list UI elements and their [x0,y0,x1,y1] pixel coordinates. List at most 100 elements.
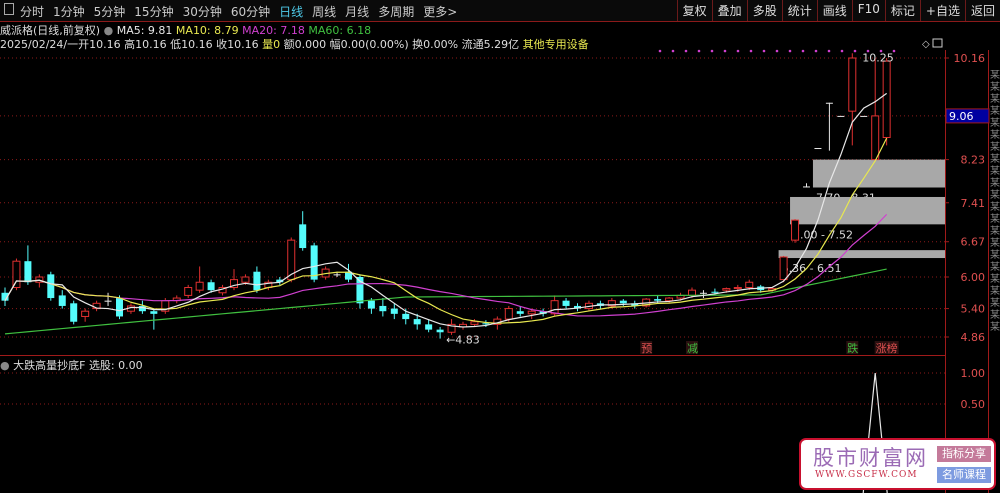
panel-toggle-icon[interactable] [4,3,14,15]
signal-dot [749,49,753,53]
tab-6[interactable]: 日线 [279,5,304,19]
indicator-settings-icon[interactable]: ● [0,359,10,372]
ma10-line [4,137,888,324]
toolbar-button-8[interactable]: 返回 [964,0,1000,21]
toolbar-button-4[interactable]: 画线 [816,0,852,21]
toolbar-button-3[interactable]: 统计 [781,0,817,21]
candle-body [138,305,146,312]
candle-body [81,310,90,317]
toolbar: 分时 1分钟 5分钟 15分钟 30分钟 60分钟 日线 周线 月线 多周期 更多> 复权 叠加 多股统… [0,0,1000,22]
candle [195,266,204,293]
toolbar-button-7[interactable]: +自选 [919,0,965,21]
candle [459,321,467,330]
stock-info-line: 威派格(日线,前复权) ● MA5: 9.81 MA10: 8.79 MA20:… [0,22,371,38]
period-tabs: 分时 1分钟 5分钟 15分钟 30分钟 60分钟 日线 周线 月线 多周期 更多> [20,3,457,20]
candle [837,115,845,117]
tab-8[interactable]: 月线 [345,5,370,19]
tab-4[interactable]: 30分钟 [182,5,222,19]
toolbar-button-6[interactable]: 标记 [884,0,920,21]
candle-body [470,321,479,325]
candle-body [607,300,616,307]
price-tick-label: 5.40 [961,303,986,316]
candle [436,326,444,339]
candle-body [104,300,112,302]
candle-body [860,115,868,117]
low: 低10.16 [170,38,213,51]
toolbar-button-0[interactable]: 复权 [676,0,712,21]
candle-body [230,279,238,289]
candle-body [791,219,800,241]
candle-body [733,287,742,290]
toolbar-button-1[interactable]: 叠加 [711,0,747,21]
price-tick-label: 8.23 [961,154,986,167]
candle [447,319,456,335]
candle [562,298,570,309]
toolbar-button-5[interactable]: F10 [851,0,885,21]
ma20-line [4,213,888,317]
stock-name: 威派格(日线,前复权) [0,24,101,37]
candle-body [825,102,833,104]
tab-0[interactable]: 分时 [20,5,45,19]
candle [70,300,78,325]
signal-badge: 预 [641,342,652,355]
candle [390,303,398,320]
candle-body [631,303,639,306]
price-tick-label: 6.00 [961,271,986,284]
tab-2[interactable]: 5分钟 [93,5,126,19]
indicator-tick-label: 0.50 [961,398,986,411]
candle [1,287,9,306]
candle-body [379,305,387,312]
logo-badge-share: 指标分享 [937,446,991,462]
toolbar-right-buttons: 复权 叠加 多股 统计 画线 F10 标记 +自选 返回 [676,0,1000,21]
signal-dot [814,49,818,53]
candle-body [447,323,456,333]
high-price-label: 10.25 [862,51,894,64]
candle [24,245,32,285]
price-tick-label: 9.06 [949,110,974,123]
candle-body [58,295,66,306]
tab-7[interactable]: 周线 [312,5,337,19]
tab-1[interactable]: 1分钟 [53,5,85,19]
ma5-line [4,92,888,328]
current-price-box [945,108,990,124]
candle [425,319,433,333]
candle-body [333,274,341,276]
price-tick-label: 6.67 [961,236,986,249]
candle-body [665,297,674,302]
candle [814,148,822,150]
toolbar-button-2[interactable]: 多股 [746,0,782,21]
price-zone [812,159,945,188]
price-zone [778,250,945,259]
amount: 额0.000 [283,38,327,51]
candle-body [195,281,204,291]
candle-body [184,287,193,296]
candle-body [699,292,707,294]
tab-10[interactable]: 更多> [423,5,458,19]
candle [574,303,581,312]
signal-dot [892,49,896,53]
ma-settings-icon[interactable]: ● [103,24,114,37]
tab-3[interactable]: 15分钟 [134,5,174,19]
candle-body [482,323,490,325]
logo-badge-course: 名师课程 [937,467,991,483]
candle-body [24,261,32,283]
signal-dot [671,49,675,53]
candle-body [402,313,410,320]
candle [116,295,123,320]
candle-body [241,276,250,283]
tab-9[interactable]: 多周期 [378,5,415,19]
candle [276,276,284,285]
candle [310,242,318,283]
candle [81,308,90,322]
candle [184,284,193,299]
panel-icon [932,38,943,48]
candle-body [12,260,21,289]
signal-dot [879,49,883,53]
industry-link[interactable]: 其他专用设备 [522,38,589,51]
candle-body [803,186,810,188]
tab-5[interactable]: 60分钟 [230,5,271,19]
signal-badge-bg [686,341,698,354]
candle-body [425,324,433,330]
indicator-name: 大跌高量抄底F [13,359,86,372]
